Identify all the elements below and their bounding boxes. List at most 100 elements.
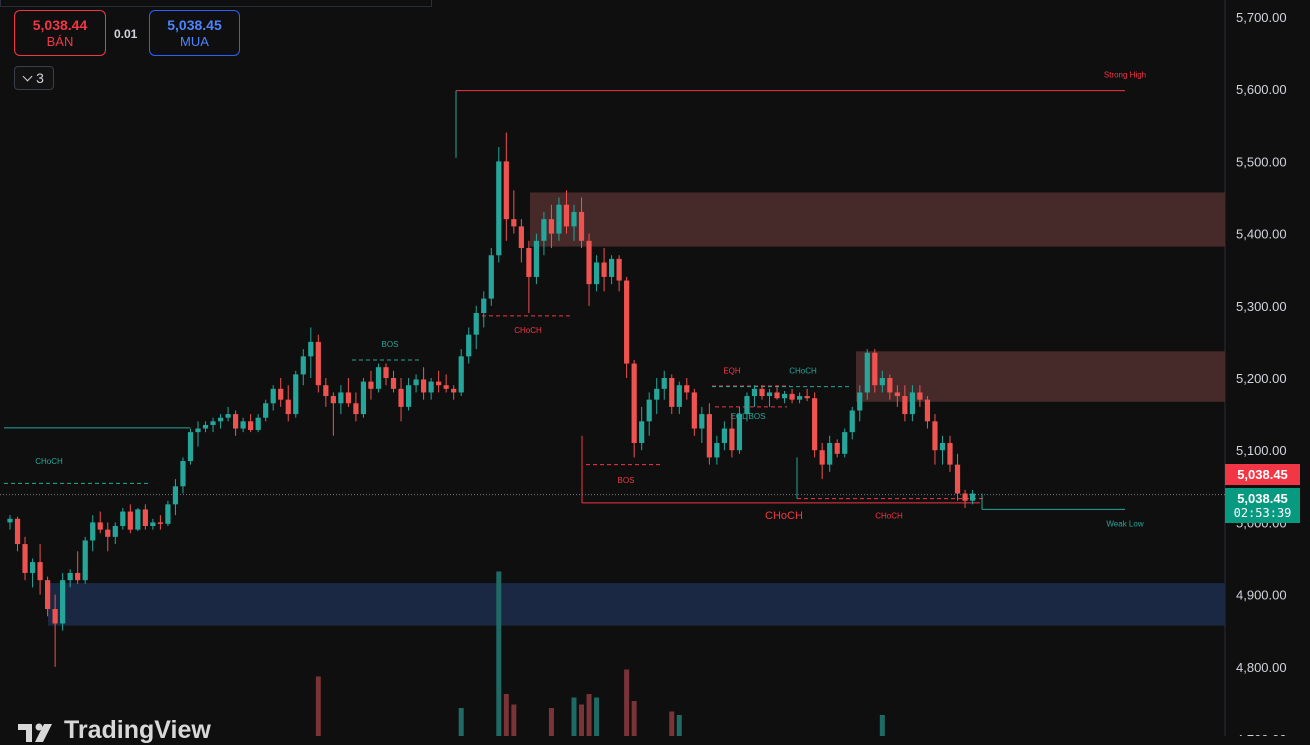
candle-body xyxy=(533,240,539,277)
candle-body xyxy=(721,428,727,443)
candle-body xyxy=(669,378,675,407)
candle-body xyxy=(323,385,329,397)
price-tick-label: 4,700.00 xyxy=(1236,732,1287,736)
volume-bar xyxy=(879,715,885,736)
candle-body xyxy=(405,385,412,407)
price-tick-label: 5,300.00 xyxy=(1236,299,1287,314)
structure-label: CHoCH xyxy=(875,511,903,520)
candle-body xyxy=(526,248,532,277)
price-tick-label: 5,100.00 xyxy=(1236,443,1287,458)
candle-body xyxy=(962,493,968,501)
candle-body xyxy=(240,421,246,429)
candle-body xyxy=(646,399,652,422)
candle-body xyxy=(879,378,885,386)
candle-body xyxy=(202,424,209,429)
sell-button[interactable]: 5,038.44 BÁN xyxy=(14,10,106,56)
structure-label: CHoCH xyxy=(789,367,817,376)
tradingview-logo-icon xyxy=(18,723,52,742)
candle-body xyxy=(616,258,622,281)
candle-body xyxy=(654,388,660,400)
structure-label: CHoCH xyxy=(514,326,542,335)
candle-body xyxy=(285,399,291,415)
structure-label: BOS xyxy=(382,340,399,349)
candle-body xyxy=(29,562,36,573)
volume-bar xyxy=(548,708,554,736)
candle-body xyxy=(736,414,743,451)
candle-body xyxy=(706,414,712,458)
candle-body xyxy=(593,262,600,285)
candle-body xyxy=(82,540,88,581)
candle-body xyxy=(413,379,419,386)
candle-body xyxy=(22,544,28,573)
candle-body xyxy=(248,421,254,430)
candle-body xyxy=(466,334,472,357)
volume-bar xyxy=(586,694,592,736)
candle-body xyxy=(278,388,284,400)
candle-body xyxy=(263,403,269,418)
candle-body xyxy=(969,493,976,501)
candle-body xyxy=(639,421,645,443)
buy-button[interactable]: 5,038.45 MUA xyxy=(149,10,240,56)
candle-body xyxy=(360,381,367,415)
candle-body xyxy=(97,522,103,530)
candle-body xyxy=(398,388,404,407)
candle-body xyxy=(676,385,682,407)
candle-body xyxy=(797,396,803,400)
candle-body xyxy=(548,219,555,234)
candle-body xyxy=(390,378,397,389)
candle-body xyxy=(578,211,585,241)
candle-body xyxy=(157,522,163,524)
candle-body xyxy=(864,352,870,393)
tradingview-logo: TradingView xyxy=(18,716,211,745)
price-tick-label: 5,700.00 xyxy=(1236,10,1287,25)
candle-body xyxy=(308,341,314,357)
candle-body xyxy=(195,428,201,433)
candle-body xyxy=(67,572,73,581)
candle-body xyxy=(90,522,96,541)
candle-body xyxy=(233,414,239,429)
candle-body xyxy=(375,367,382,389)
candle-body xyxy=(511,219,517,227)
candle-body xyxy=(699,414,705,429)
volume-bar xyxy=(669,711,675,736)
buy-label: MUA xyxy=(180,33,209,49)
candle-body xyxy=(857,392,863,411)
last-price-red-text: 5,038.45 xyxy=(1237,467,1288,482)
last-price-green-text: 5,038.45 xyxy=(1237,490,1288,506)
volume-bar xyxy=(631,701,637,736)
candle-body xyxy=(541,219,547,241)
candle-body xyxy=(300,356,306,375)
indicators-count: 3 xyxy=(36,70,44,86)
candle-body xyxy=(684,385,690,393)
structure-label: CHoCH xyxy=(765,510,803,522)
price-tick-label: 5,600.00 xyxy=(1236,82,1287,97)
candle-body xyxy=(947,442,953,465)
candle-body xyxy=(451,388,457,393)
indicators-toggle-button[interactable]: 3 xyxy=(14,66,54,90)
last-price-tag-bid: 5,038.45 xyxy=(1225,464,1300,485)
candle-body xyxy=(586,240,592,285)
spread-value: 0.01 xyxy=(114,27,138,41)
candle-body xyxy=(939,442,946,451)
candle-body xyxy=(789,393,795,400)
candle-body xyxy=(691,392,697,429)
symbol-legend-strip[interactable] xyxy=(0,0,432,7)
supply-zone xyxy=(530,192,1225,247)
candle-body xyxy=(924,399,931,422)
last-price-tag-ask: 5,038.45 02:53:39 xyxy=(1225,488,1300,523)
sell-label: BÁN xyxy=(46,33,74,49)
volume-bar xyxy=(496,571,502,736)
candle-body xyxy=(187,432,194,462)
volume-bar xyxy=(315,676,321,736)
demand-zone xyxy=(48,583,1225,626)
candle-body xyxy=(496,161,502,256)
candle-body xyxy=(142,509,148,527)
candle-body xyxy=(112,526,118,537)
sell-price: 5,038.44 xyxy=(32,16,88,33)
candle-body xyxy=(60,580,66,624)
candle-body xyxy=(631,363,637,443)
candle-body xyxy=(165,504,171,524)
candle-body xyxy=(150,522,156,527)
candle-body xyxy=(210,421,216,425)
